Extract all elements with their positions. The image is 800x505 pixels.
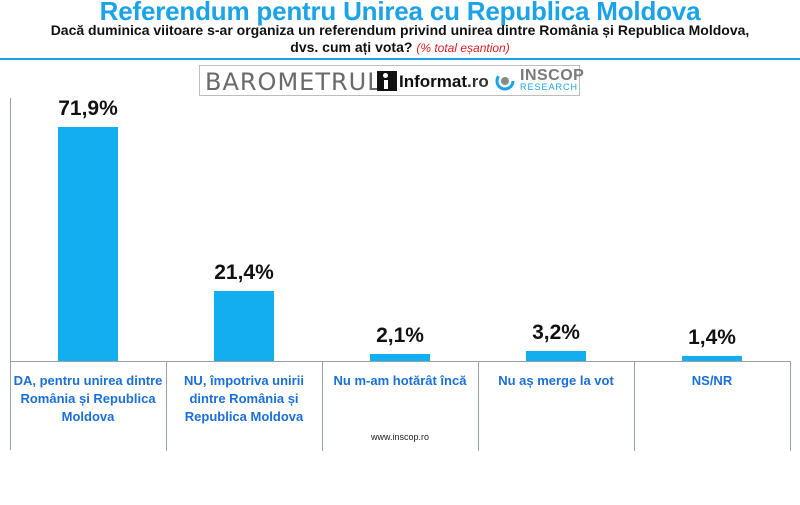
category-separator xyxy=(322,361,323,451)
barometrul-logo: BAROMETRUL xyxy=(205,68,382,96)
inscop-swirl-icon xyxy=(495,71,515,91)
category-separator xyxy=(478,361,479,451)
category-label: DA, pentru unirea dintre România și Repu… xyxy=(13,373,163,424)
category-separator xyxy=(790,361,791,451)
logo-banner: BAROMETRUL Informat.ro INSCOP RESEARCH xyxy=(199,65,584,96)
bar-value-label: 2,1% xyxy=(376,324,424,348)
bar xyxy=(214,291,274,361)
x-axis-baseline xyxy=(10,361,790,362)
header-rule xyxy=(0,58,800,60)
informat-logo-ro: .ro xyxy=(467,72,489,91)
category-label: NU, împotriva unirii dintre România și R… xyxy=(184,373,304,424)
category-separator xyxy=(634,361,635,451)
category-label: NS/NR xyxy=(691,373,733,388)
bar xyxy=(526,350,586,361)
chart-question: Dacă duminica viitoare s-ar organiza un … xyxy=(40,22,760,57)
chart-title: Referendum pentru Unirea cu Republica Mo… xyxy=(99,0,701,26)
category-separator xyxy=(10,98,11,450)
bar-value-label: 1,4% xyxy=(688,326,736,350)
bar-value-label: 3,2% xyxy=(532,320,580,344)
sample-note: (% total eșantion) xyxy=(416,41,510,55)
inscop-logo: INSCOP xyxy=(520,67,585,84)
bar xyxy=(682,356,742,361)
bar-value-label: 71,9% xyxy=(58,97,118,120)
bar xyxy=(370,354,430,361)
informat-logo-text: Informat xyxy=(399,72,467,91)
bar-value-label: 21,4% xyxy=(214,261,274,285)
informat-i-icon xyxy=(377,71,397,91)
category-label: Nu aș merge la vot xyxy=(498,373,614,388)
website-footer: www.inscop.ro xyxy=(370,432,430,442)
category-separator xyxy=(166,361,167,451)
category-label: Nu m-am hotărât încă xyxy=(333,373,467,388)
question-text: Dacă duminica viitoare s-ar organiza un … xyxy=(50,22,750,55)
informat-logo: Informat.ro xyxy=(399,72,489,92)
research-logo: RESEARCH xyxy=(520,82,579,92)
bar xyxy=(58,127,118,361)
